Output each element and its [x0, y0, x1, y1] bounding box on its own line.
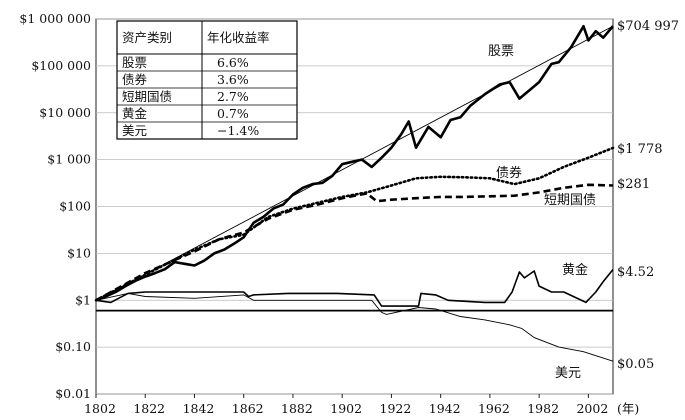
y-tick-label-5: $10 [67, 245, 91, 260]
table-box [116, 20, 298, 140]
x-tick-label-0: 1802 [84, 401, 116, 416]
table-header-1: 年化收益率 [207, 30, 270, 45]
x-tick-label-10: 2002 [576, 401, 608, 416]
table-cell-return-4: −1.4% [217, 123, 259, 138]
y-tick-label-2: $10 000 [39, 105, 91, 120]
y-tick-label-6: $1 [75, 292, 91, 307]
y-tick-label-1: $100 000 [31, 58, 91, 73]
x-tick-label-3: 1862 [232, 401, 264, 416]
series-name-5: 美元 [555, 366, 581, 381]
y-tick-label-8: $0.01 [55, 386, 91, 401]
y-tick-label-0: $1 000 000 [19, 11, 91, 26]
end-label-2: $1 778 [617, 142, 663, 157]
x-tick-label-6: 1922 [380, 401, 412, 416]
table-header-0: 资产类别 [122, 30, 172, 45]
end-label-0: $704 997 [617, 19, 679, 34]
y-tick-label-7: $0.10 [55, 339, 91, 354]
table-cell-return-3: 0.7% [217, 106, 249, 121]
x-tick-label-9: 1982 [527, 401, 559, 416]
table-cell-return-1: 3.6% [217, 72, 249, 87]
end-label-3: $281 [617, 177, 650, 192]
x-axis-unit: (年) [617, 401, 639, 416]
series-line-5 [95, 292, 614, 362]
y-tick-label-4: $100 [59, 199, 91, 214]
series-line-3 [95, 183, 614, 302]
table-cell-asset-1: 债券 [122, 72, 148, 87]
series-name-2: 债券 [496, 165, 522, 181]
x-tick-label-5: 1902 [330, 401, 362, 416]
end-label-5: $0.05 [617, 357, 654, 372]
table-cell-return-0: 6.6% [217, 55, 249, 70]
x-tick-label-7: 1942 [429, 401, 461, 416]
series-line-2 [94, 146, 615, 302]
series-lines [94, 25, 615, 362]
series-name-4: 黄金 [562, 262, 588, 278]
series-name-0: 股票 [488, 44, 514, 59]
table-cell-asset-3: 黄金 [122, 106, 148, 121]
grid-lines [95, 18, 614, 395]
x-tick-label-1: 1822 [133, 401, 165, 416]
x-tick-label-8: 1962 [478, 401, 510, 416]
series-line-4 [95, 268, 614, 307]
table-cell-asset-0: 股票 [122, 55, 147, 70]
x-tick-label-4: 1882 [281, 401, 313, 416]
series-name-3: 短期国债 [544, 193, 596, 208]
x-tick-label-2: 1842 [183, 401, 215, 416]
series-line-0 [95, 25, 614, 302]
table-cell-asset-4: 美元 [122, 123, 147, 138]
table-cell-asset-2: 短期国债 [122, 89, 172, 104]
x-axis-ticks: 1802 1822 1842 1862 1882 1902 1922 1942 1962 1982… [84, 394, 608, 416]
y-axis-ticks: $1 000 000 $100 000 $10 000 $1 000 $100 $10 $1… [19, 11, 91, 401]
table-cell-return-2: 2.7% [217, 89, 249, 104]
series-line-1 [95, 25, 614, 301]
y-tick-label-3: $1 000 [47, 152, 91, 167]
end-label-4: $4.52 [617, 265, 654, 280]
